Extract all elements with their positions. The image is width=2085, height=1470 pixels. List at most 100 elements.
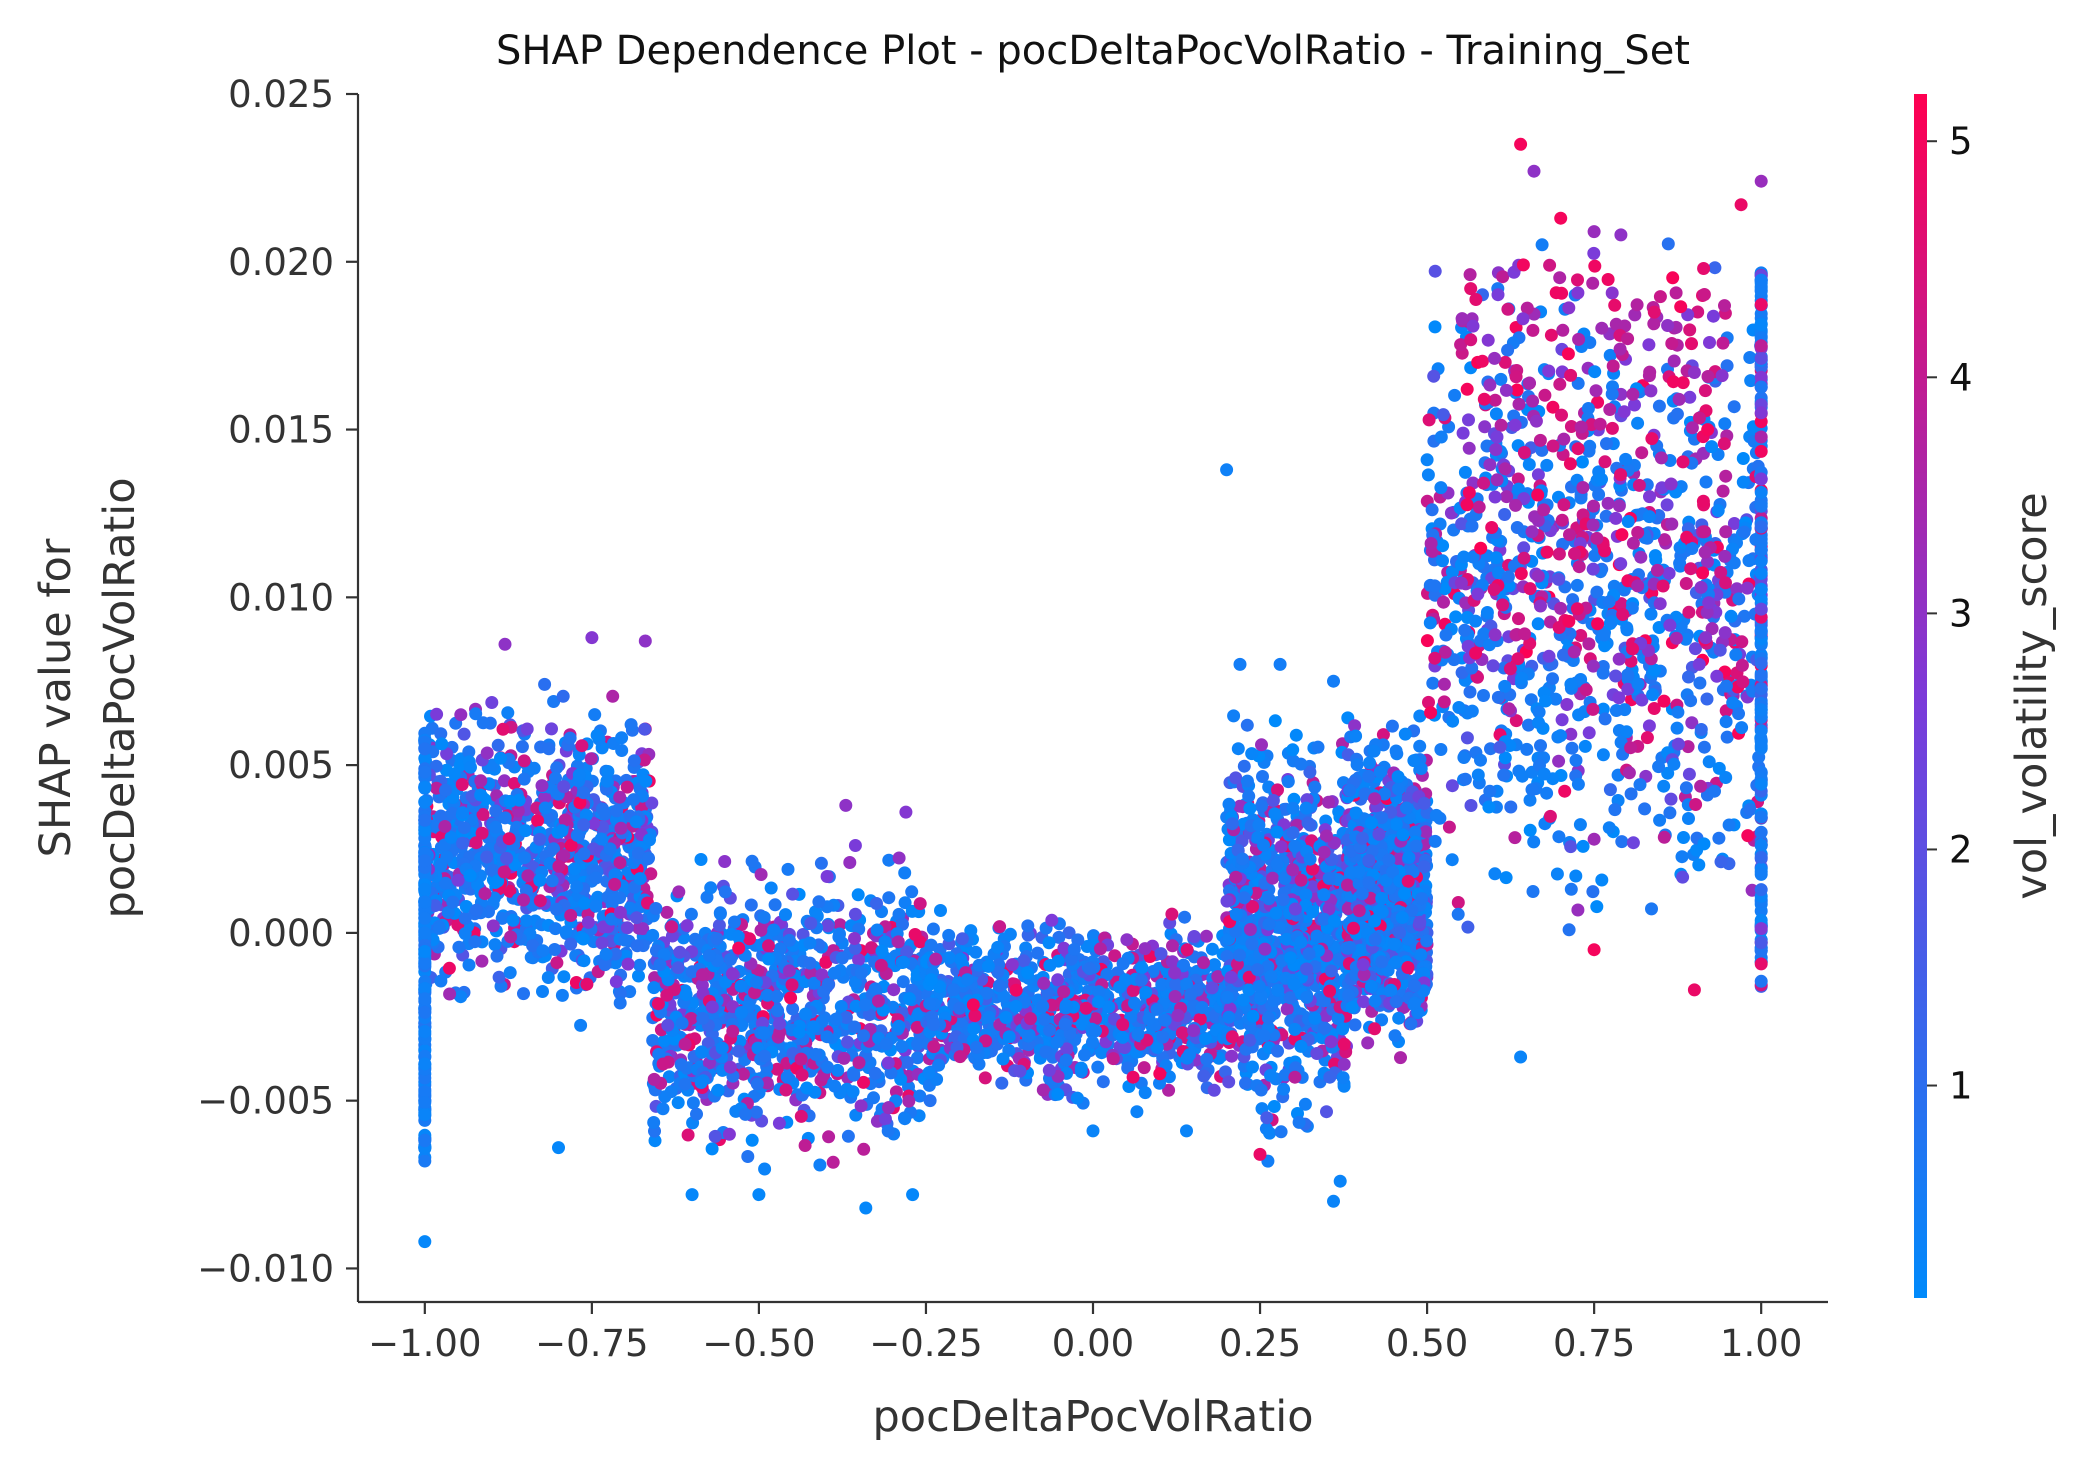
data-point — [1675, 850, 1689, 864]
data-point — [1270, 825, 1284, 839]
data-point — [770, 1062, 784, 1076]
data-point — [820, 870, 834, 883]
data-point — [1324, 1035, 1338, 1049]
data-point — [1408, 979, 1422, 993]
data-point — [723, 1060, 737, 1074]
data-point — [1317, 888, 1331, 902]
data-point — [1264, 969, 1278, 983]
data-point — [1261, 1011, 1275, 1025]
data-point — [601, 765, 615, 778]
data-point — [496, 722, 510, 736]
data-point — [754, 923, 768, 937]
data-point — [609, 975, 623, 989]
data-point — [924, 938, 938, 952]
data-point — [613, 987, 627, 1000]
data-point — [673, 945, 687, 959]
data-point — [1310, 1047, 1324, 1060]
data-point — [848, 976, 862, 989]
data-point — [464, 760, 477, 774]
data-point — [646, 1034, 660, 1047]
data-point — [630, 911, 644, 925]
data-point — [1404, 1017, 1418, 1031]
data-point — [705, 1000, 719, 1014]
data-point — [536, 985, 549, 998]
data-point — [1303, 852, 1317, 866]
data-point — [1429, 808, 1443, 822]
data-point — [1337, 1057, 1351, 1071]
data-point — [999, 1011, 1013, 1024]
data-point — [648, 971, 662, 985]
data-point — [881, 1056, 895, 1070]
data-point — [657, 948, 671, 962]
data-point — [1421, 468, 1435, 482]
data-point — [550, 761, 564, 775]
data-point — [1270, 857, 1284, 871]
data-point — [521, 869, 535, 883]
data-point — [1409, 839, 1423, 853]
data-point — [750, 1077, 764, 1091]
data-point — [1038, 1013, 1052, 1026]
data-point — [712, 918, 726, 932]
data-point — [794, 1052, 808, 1066]
data-point — [908, 928, 922, 941]
data-point — [1670, 721, 1684, 735]
data-point — [772, 1116, 786, 1130]
data-point — [517, 893, 530, 907]
data-point — [491, 738, 505, 752]
data-point — [1722, 818, 1736, 832]
data-point — [882, 853, 896, 867]
data-point — [1059, 998, 1073, 1012]
data-point — [758, 1049, 772, 1063]
data-point — [852, 1056, 866, 1070]
data-point — [1246, 1060, 1259, 1074]
data-point — [891, 935, 905, 949]
data-point — [871, 994, 885, 1008]
data-point — [923, 1094, 937, 1108]
data-point — [469, 903, 483, 917]
data-point — [1266, 871, 1280, 885]
data-point — [1254, 799, 1268, 813]
data-point — [606, 892, 620, 906]
data-point — [1227, 709, 1241, 723]
data-point — [1116, 1030, 1130, 1044]
data-point — [1458, 465, 1472, 479]
data-point — [1300, 962, 1314, 976]
data-point — [1395, 911, 1409, 924]
data-point — [1257, 1029, 1271, 1043]
data-point — [867, 1091, 880, 1105]
data-point — [1277, 1082, 1291, 1096]
data-point — [1436, 554, 1449, 568]
data-point — [1391, 770, 1405, 784]
data-point — [1652, 399, 1666, 413]
data-point — [1130, 1105, 1144, 1119]
data-point — [1420, 634, 1434, 648]
chart-title: SHAP Dependence Plot - pocDeltaPocVolRat… — [496, 28, 1690, 74]
data-point — [868, 1066, 882, 1080]
data-point — [674, 1058, 688, 1072]
data-point — [696, 968, 709, 982]
data-point — [1670, 407, 1684, 421]
data-point — [442, 961, 456, 975]
data-point — [822, 1130, 836, 1144]
data-point — [1527, 835, 1541, 849]
data-point — [728, 915, 741, 929]
data-point — [955, 932, 969, 946]
data-point — [681, 1128, 695, 1142]
data-point — [1036, 1083, 1050, 1097]
data-point — [1413, 739, 1427, 753]
data-point — [1135, 961, 1149, 975]
data-point — [672, 885, 686, 899]
data-point — [615, 731, 629, 745]
data-point — [1298, 1097, 1312, 1111]
data-point — [1276, 893, 1290, 907]
data-point — [1233, 948, 1246, 962]
data-point — [781, 862, 795, 876]
data-point — [1660, 498, 1674, 512]
data-point — [518, 851, 532, 865]
data-point — [678, 1077, 692, 1091]
data-point — [1365, 816, 1378, 830]
data-point — [748, 986, 761, 1000]
data-point — [898, 1112, 912, 1126]
data-point — [821, 919, 835, 933]
data-point — [1274, 1125, 1288, 1139]
